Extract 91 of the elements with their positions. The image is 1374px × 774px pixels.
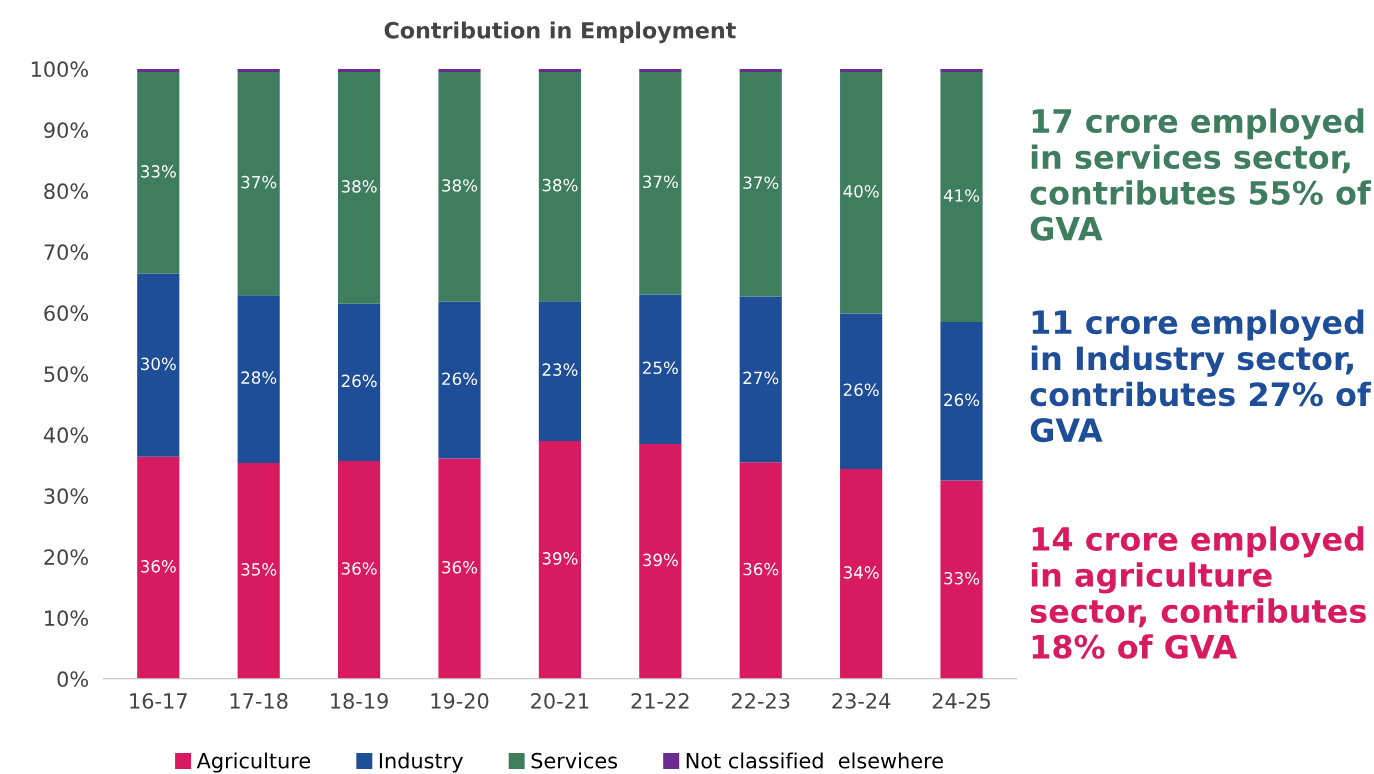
bar [940, 68, 983, 72]
data-label: 28% [241, 371, 277, 384]
bar [237, 71, 280, 296]
y-tick-label: 60% [44, 305, 89, 322]
x-tick-label: 24-25 [932, 693, 990, 709]
data-label: 41% [943, 189, 980, 202]
text: 14 crore employed in agriculture sector, contributes 18% of GVA [1030, 526, 1366, 659]
y-tick-label: 100% [31, 61, 89, 78]
legend-label: Services [531, 752, 618, 769]
y-tick-label: 50% [44, 366, 89, 383]
bar [639, 294, 682, 444]
data-label: 37% [743, 176, 779, 189]
data-label: 27% [743, 371, 779, 385]
x-tick-label: 18-19 [331, 693, 388, 709]
y-tick-label: 0% [57, 671, 89, 688]
data-label: 25% [643, 361, 678, 375]
bar [739, 68, 782, 72]
text: 11 crore employed in Industry sector, contributes 27% of GVA [1030, 309, 1372, 443]
bar [840, 313, 883, 469]
y-tick-label: 30% [44, 488, 89, 505]
data-label: 26% [442, 372, 478, 386]
x-tick-label: 23-24 [832, 693, 891, 709]
bar [338, 303, 381, 462]
data-label: 33% [141, 165, 176, 178]
bar [438, 458, 481, 679]
bar [639, 443, 682, 679]
legend-label: Not classified elsewhere [686, 752, 943, 769]
data-label: 36% [442, 560, 478, 574]
x-tick-label: 21-22 [631, 693, 689, 709]
bar [237, 68, 280, 72]
y-tick-label: 10% [45, 610, 89, 627]
text: 17 crore employed in services sector, contributes 55% of GVA [1030, 108, 1372, 241]
y-tick-label: 70% [44, 244, 89, 261]
bar [338, 71, 381, 304]
bar [137, 273, 180, 457]
bar [137, 71, 180, 274]
bar [438, 71, 481, 302]
bar [840, 71, 883, 314]
bar [639, 71, 682, 295]
bar [538, 301, 581, 441]
bar [237, 295, 280, 463]
data-label: 36% [141, 560, 176, 573]
y-tick-label: 90% [44, 122, 89, 139]
data-label: 30% [141, 357, 176, 371]
data-label: 38% [341, 180, 377, 193]
bar [538, 440, 581, 679]
x-tick-label: 19-20 [431, 693, 489, 709]
data-label: 35% [241, 563, 277, 576]
bar [840, 68, 883, 72]
data-label: 23% [542, 363, 578, 376]
x-tick-label: 16-17 [130, 693, 187, 709]
bar [438, 68, 481, 72]
y-tick-label: 40% [43, 427, 89, 444]
data-label: 40% [843, 184, 879, 198]
bar [137, 68, 180, 72]
data-label: 26% [944, 393, 980, 407]
data-label: 37% [241, 175, 277, 189]
data-label: 38% [442, 179, 478, 192]
data-label: 38% [542, 178, 578, 192]
data-label: 26% [843, 383, 879, 397]
data-label: 39% [542, 552, 578, 565]
data-label: 36% [743, 562, 779, 576]
bar [739, 462, 782, 679]
bar [438, 301, 481, 459]
data-label: 26% [341, 374, 377, 388]
bar [538, 71, 581, 302]
data-label: 34% [843, 566, 879, 579]
chart-title: Contribution in Employment [384, 21, 736, 44]
bar [940, 480, 983, 679]
data-label: 39% [643, 553, 678, 567]
bar [940, 322, 983, 481]
x-tick-label: 22-23 [731, 693, 790, 709]
bar [840, 468, 883, 679]
bar [940, 71, 983, 322]
bar [639, 68, 682, 72]
bar [739, 296, 782, 463]
bar [237, 462, 280, 679]
legend-label: Industry [379, 752, 463, 773]
data-label: 33% [944, 571, 980, 585]
x-tick-label: 20-21 [531, 693, 589, 709]
bar [137, 456, 180, 679]
data-label: 36% [341, 562, 377, 575]
bar [538, 68, 581, 72]
data-label: 37% [643, 175, 678, 189]
bar [338, 461, 381, 679]
legend-label: Agriculture [196, 752, 311, 773]
bar [739, 71, 782, 297]
y-tick-label: 20% [44, 549, 89, 566]
bar [338, 68, 381, 72]
x-tick-label: 17-18 [230, 693, 288, 709]
y-tick-label: 80% [44, 183, 89, 200]
